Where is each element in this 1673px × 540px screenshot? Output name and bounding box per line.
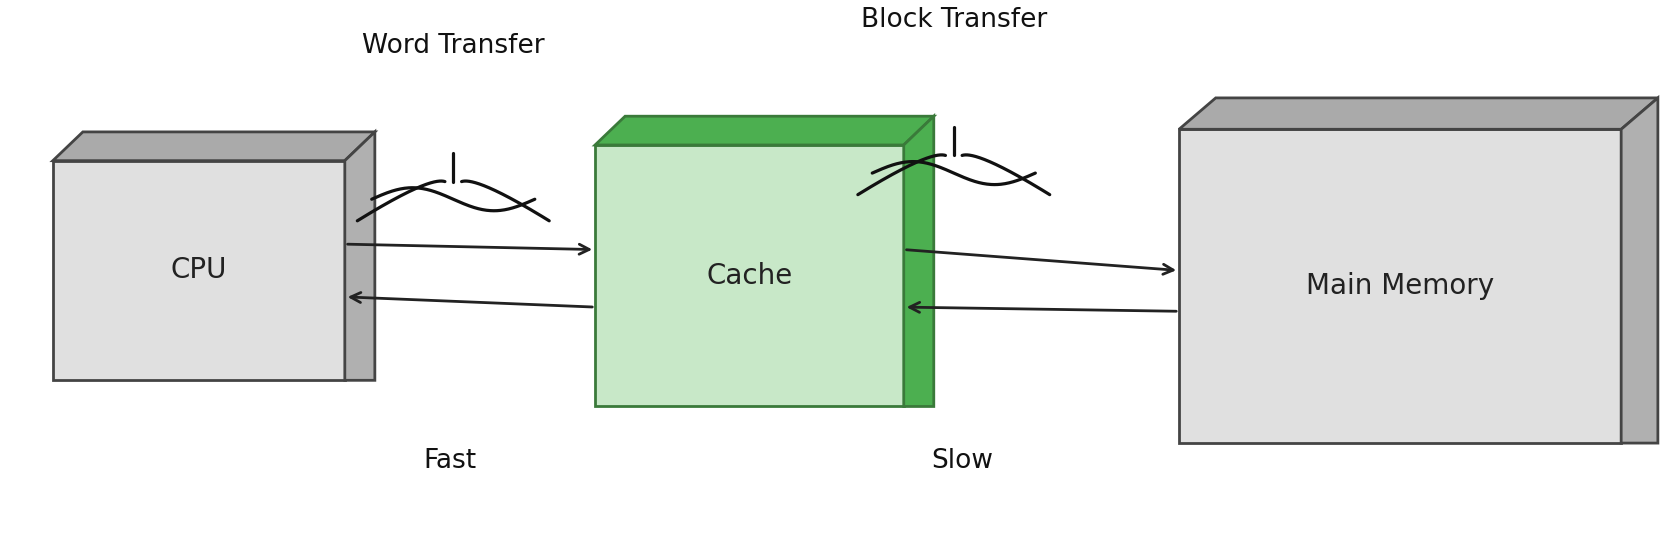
- Polygon shape: [54, 132, 375, 161]
- Polygon shape: [345, 132, 375, 380]
- Text: Block Transfer: Block Transfer: [860, 6, 1046, 32]
- Polygon shape: [1178, 98, 1656, 129]
- FancyBboxPatch shape: [54, 161, 345, 380]
- Text: CPU: CPU: [171, 256, 228, 285]
- Text: Slow: Slow: [930, 448, 992, 474]
- Polygon shape: [903, 116, 934, 407]
- FancyBboxPatch shape: [594, 145, 903, 407]
- Polygon shape: [594, 116, 934, 145]
- Text: Word Transfer: Word Transfer: [361, 33, 544, 59]
- Text: Main Memory: Main Memory: [1305, 272, 1494, 300]
- FancyBboxPatch shape: [1178, 129, 1619, 443]
- Text: Fast: Fast: [423, 448, 477, 474]
- Polygon shape: [1619, 98, 1656, 443]
- Text: Cache: Cache: [706, 262, 791, 290]
